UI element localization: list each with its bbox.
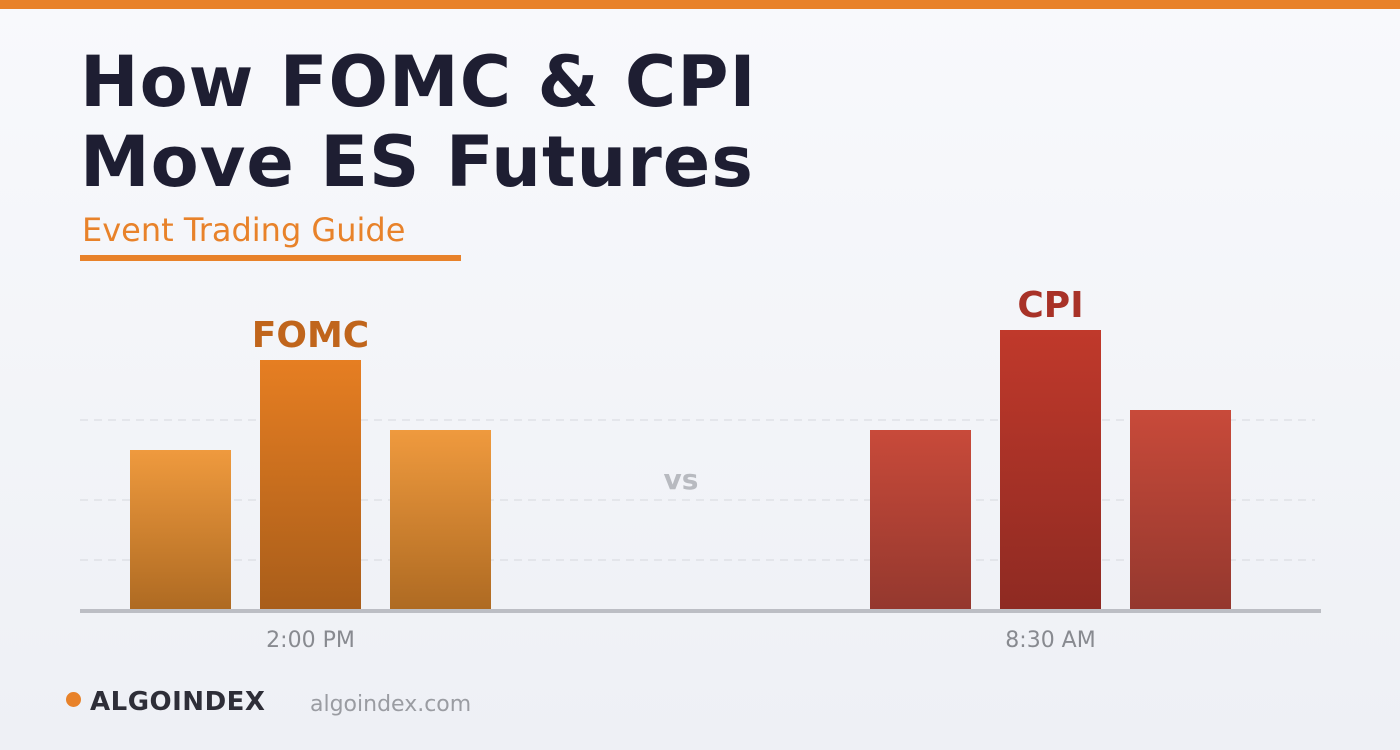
cpi-time-tick-label: 8:30 AM — [1005, 628, 1095, 653]
cpi-bar-3 — [1130, 410, 1231, 610]
title-line-2: Move ES Futures — [80, 121, 754, 203]
footer-brand: ALGOINDEX — [90, 687, 266, 717]
fomc-bar-2 — [260, 360, 361, 610]
top-accent-bar — [0, 0, 1400, 9]
chart-labels: FOMC 2:00 PM CPI 8:30 AM — [252, 285, 1096, 653]
cpi-group-label: CPI — [1017, 285, 1083, 326]
bars — [130, 330, 1231, 610]
title-line-1: How FOMC & CPI — [80, 41, 757, 123]
brand-dot-icon — [66, 692, 81, 707]
footer-url: algoindex.com — [310, 692, 472, 717]
fomc-bar-1 — [130, 450, 231, 610]
gridlines — [80, 419, 1315, 561]
page-title: How FOMC & CPI Move ES Futures — [80, 42, 757, 202]
cpi-bar-1 — [870, 430, 971, 610]
fomc-bar-3 — [390, 430, 491, 610]
cpi-bar-2 — [1000, 330, 1101, 610]
fomc-group-label: FOMC — [252, 315, 369, 356]
subtitle-underline — [80, 255, 461, 261]
page-subtitle: Event Trading Guide — [82, 211, 406, 249]
fomc-time-tick-label: 2:00 PM — [266, 628, 355, 653]
vs-separator: vs — [664, 463, 699, 496]
